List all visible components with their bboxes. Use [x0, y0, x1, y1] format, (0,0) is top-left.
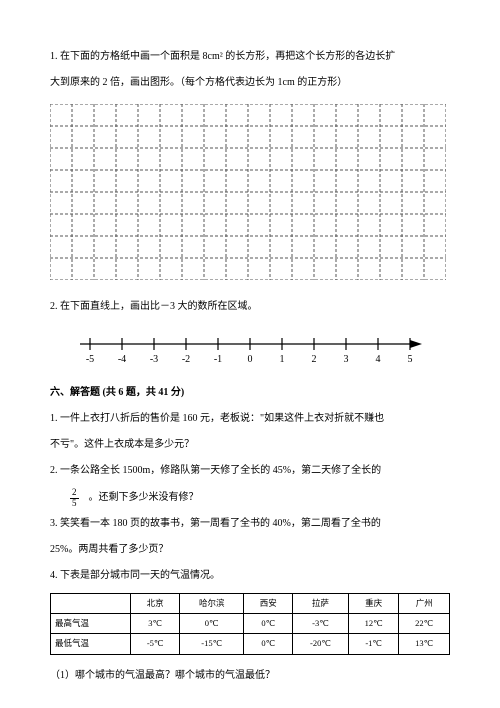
fraction-2-5: 2 5: [70, 488, 79, 509]
table-header-cell: 西安: [244, 593, 293, 613]
table-cell: 最高气温: [51, 614, 131, 634]
svg-text:5: 5: [408, 354, 413, 365]
fraction-denominator: 5: [70, 499, 79, 509]
table-header-cell: 重庆: [348, 593, 399, 613]
number-line: -5 -4 -3 -2 -1 0 1 2 3 4 5: [80, 330, 420, 366]
section-6-title: 六、解答题 (共 6 题，共 41 分): [50, 384, 450, 402]
table-cell: 0℃: [179, 614, 243, 634]
q6-1-line2: 不亏"。这件上衣成本是多少元？: [50, 436, 450, 454]
svg-text:1: 1: [280, 354, 285, 365]
number-line-svg: -5 -4 -3 -2 -1 0 1 2 3 4 5: [80, 330, 430, 366]
svg-text:4: 4: [376, 354, 381, 365]
q6-2-fraction-row: 2 5 。还剩下多少米没有修？: [70, 488, 450, 509]
q6-1-line1: 1. 一件上衣打八折后的售价是 160 元，老板说："如果这件上衣对折就不赚也: [50, 410, 450, 428]
table-cell: 12℃: [348, 614, 399, 634]
svg-text:3: 3: [344, 354, 349, 365]
grid-svg: [50, 104, 446, 280]
table-cell: -5℃: [131, 634, 180, 654]
table-header-row: 北京哈尔滨西安拉萨重庆广州: [51, 593, 450, 613]
svg-text:-1: -1: [214, 354, 222, 365]
question-2: 2. 在下面直线上，画出比－3 大的数所在区域。: [50, 298, 450, 316]
table-cell: 13℃: [399, 634, 450, 654]
svg-text:-5: -5: [86, 354, 94, 365]
table-cell: 22℃: [399, 614, 450, 634]
q6-3-line1: 3. 笑笑看一本 180 页的故事书，第一周看了全书的 40%，第二周看了全书的: [50, 515, 450, 533]
table-cell: -1℃: [348, 634, 399, 654]
table-cell: -15℃: [179, 634, 243, 654]
q6-2-tail: 。还剩下多少米没有修？: [89, 489, 199, 507]
svg-text:-4: -4: [118, 354, 126, 365]
table-row: 最高气温3℃0℃0℃-3℃12℃22℃: [51, 614, 450, 634]
svg-text:-2: -2: [182, 354, 190, 365]
table-cell: 0℃: [244, 614, 293, 634]
q6-4-text: 4. 下表是部分城市同一天的气温情况。: [50, 567, 450, 585]
svg-text:-3: -3: [150, 354, 158, 365]
table-row: 最低气温-5℃-15℃0℃-20℃-1℃13℃: [51, 634, 450, 654]
table-header-cell: 北京: [131, 593, 180, 613]
svg-text:2: 2: [312, 354, 317, 365]
table-cell: -20℃: [293, 634, 349, 654]
table-cell: 0℃: [244, 634, 293, 654]
svg-text:0: 0: [248, 354, 253, 365]
temperature-table: 北京哈尔滨西安拉萨重庆广州 最高气温3℃0℃0℃-3℃12℃22℃ 最低气温-5…: [50, 593, 450, 655]
q6-4-sub1: （1）哪个城市的气温最高？哪个城市的气温最低？: [50, 667, 450, 685]
q6-3-line2: 25%。两周共看了多少页？: [50, 541, 450, 559]
question-1-line-b: 大到原来的 2 倍，画出图形。（每个方格代表边长为 1cm 的正方形）: [50, 74, 450, 92]
table-cell: -3℃: [293, 614, 349, 634]
q6-2-line1: 2. 一条公路全长 1500m，修路队第一天修了全长的 45%，第二天修了全长的: [50, 462, 450, 480]
table-header-cell: 广州: [399, 593, 450, 613]
table-header-cell: [51, 593, 131, 613]
table-header-cell: 拉萨: [293, 593, 349, 613]
question-1-line-a: 1. 在下面的方格纸中画一个面积是 8cm² 的长方形，再把这个长方形的各边长扩: [50, 48, 450, 66]
grid-paper: [50, 104, 450, 280]
table-cell: 最低气温: [51, 634, 131, 654]
table-header-cell: 哈尔滨: [179, 593, 243, 613]
table-cell: 3℃: [131, 614, 180, 634]
